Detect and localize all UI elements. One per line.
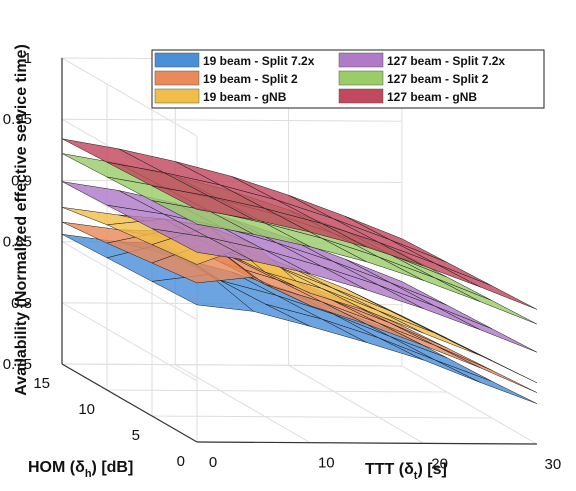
series-surface <box>61 138 538 310</box>
y-axis-line <box>61 363 198 443</box>
legend-swatch <box>154 88 200 104</box>
surface-patch <box>435 332 538 384</box>
y-tick-label: 15 <box>33 375 50 392</box>
x-tick-label: 30 <box>545 456 562 473</box>
legend-swatch <box>154 70 200 86</box>
z-tick-label: 0.8 <box>11 295 32 312</box>
surface-patch <box>435 359 538 404</box>
z-tick-label: 0.75 <box>3 356 32 373</box>
z-tick-label: 0.85 <box>3 234 32 251</box>
legend-label: 127 beam - Split 7.2x <box>387 54 505 68</box>
x-tick-label: 10 <box>318 455 335 472</box>
legend-label: 127 beam - Split 2 <box>387 72 489 86</box>
y-tick-label: 0 <box>177 453 185 470</box>
legend: 19 beam - Split 7.2x 19 beam - Split 2 19 … <box>151 49 545 109</box>
legend-label: 127 beam - gNB <box>387 90 477 104</box>
z-tick-label: 1 <box>24 50 32 67</box>
surface-plots <box>61 138 538 404</box>
legend-swatch <box>338 52 384 68</box>
surface-patch <box>435 306 538 353</box>
y-tick-label: 10 <box>78 401 95 418</box>
x-axis-label: TTT (δt) [s] <box>365 461 447 482</box>
z-axis-label: Availability (Normalized effective servi… <box>13 44 30 396</box>
legend-label: 19 beam - gNB <box>203 90 287 104</box>
legend-label: 19 beam - Split 2 <box>203 72 298 86</box>
y-tick-label: 5 <box>132 427 140 444</box>
surface-patch <box>435 345 538 393</box>
x-axis-line <box>196 441 537 445</box>
surface-patch <box>390 336 493 382</box>
y-axis-label: HOM (δh) [dB] <box>28 459 133 480</box>
surface-patch <box>435 277 538 325</box>
z-tick-label: 0.95 <box>3 111 32 128</box>
x-tick-label: 0 <box>209 454 217 471</box>
legend-label: 19 beam - Split 7.2x <box>203 54 315 68</box>
x-tick-label: 20 <box>431 455 448 472</box>
legend-swatch <box>338 70 384 86</box>
legend-swatch <box>338 88 384 104</box>
surface-patch <box>435 263 538 310</box>
z-tick-label: 0.9 <box>11 172 32 189</box>
z-grid-line <box>60 363 402 443</box>
legend-swatch <box>154 52 200 68</box>
